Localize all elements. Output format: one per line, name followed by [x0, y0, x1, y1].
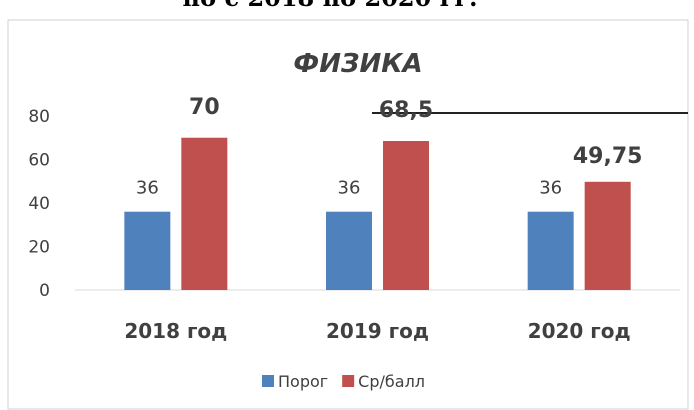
legend-swatch: [342, 375, 355, 387]
bar: [527, 211, 574, 290]
legend-label: Ср/балл: [358, 372, 425, 391]
y-tick-label: 60: [28, 151, 50, 171]
x-tick-label: 2020 год: [528, 319, 631, 343]
y-tick-label: 20: [28, 238, 50, 258]
legend-swatch: [262, 375, 274, 387]
data-label: 36: [338, 178, 361, 199]
chart-title: ФИЗИКА: [293, 49, 422, 79]
bar: [383, 141, 429, 290]
y-tick-label: 80: [28, 107, 50, 127]
y-tick-label: 0: [39, 281, 50, 301]
x-tick-label: 2018 год: [124, 319, 227, 343]
bar: [124, 211, 171, 290]
data-label: 68,5: [379, 98, 433, 123]
data-label: 70: [189, 95, 220, 120]
bar: [326, 211, 372, 290]
page-heading: по с 2018 по 2020 гг.: [183, 0, 478, 12]
data-label: 36: [136, 178, 159, 199]
bar: [584, 181, 631, 290]
y-tick-label: 40: [28, 194, 50, 214]
x-tick-label: 2019 год: [326, 319, 429, 343]
legend-label: Порог: [278, 372, 328, 391]
data-label: 36: [539, 178, 562, 199]
bar: [181, 137, 228, 290]
data-label: 49,75: [573, 144, 643, 169]
